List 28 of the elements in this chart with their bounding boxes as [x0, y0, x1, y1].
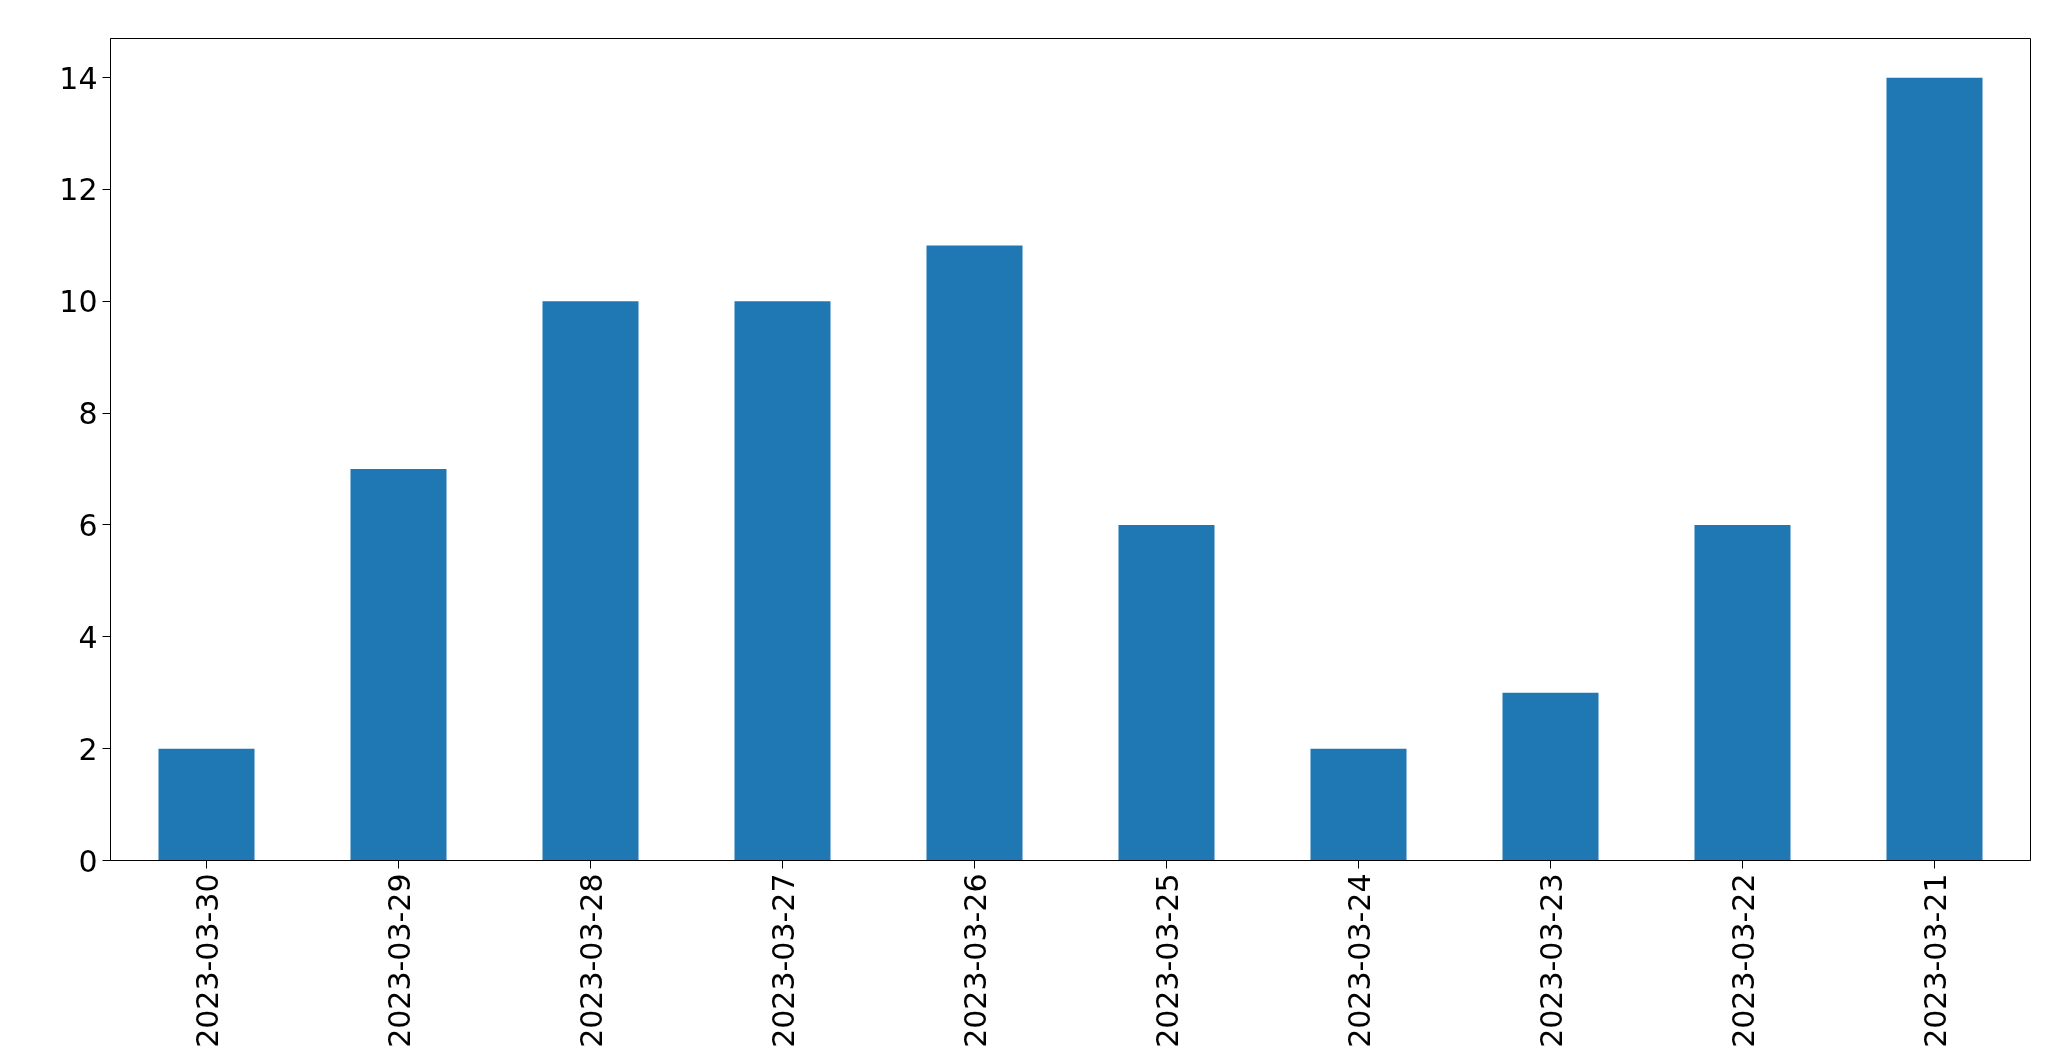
bar	[734, 301, 831, 861]
x-tick-label: 2023-03-26	[957, 873, 993, 1048]
bar	[1694, 524, 1791, 861]
x-tick-label: 2023-03-27	[765, 873, 801, 1048]
x-tick-label: 2023-03-25	[1149, 873, 1185, 1048]
bar	[1886, 77, 1983, 861]
y-tick-label: 10	[59, 284, 98, 320]
bar	[158, 748, 255, 861]
x-tick-label: 2023-03-21	[1917, 873, 1953, 1048]
x-tick-label: 2023-03-24	[1341, 873, 1377, 1048]
y-tick-label: 2	[78, 731, 98, 767]
y-tick-label: 4	[78, 619, 98, 655]
x-tick-label: 2023-03-29	[381, 873, 417, 1048]
x-tick-label: 2023-03-28	[573, 873, 609, 1048]
x-tick-label: 2023-03-22	[1725, 873, 1761, 1048]
bar	[350, 469, 447, 861]
y-tick-label: 0	[78, 843, 98, 879]
bar	[1502, 692, 1599, 861]
y-tick-label: 12	[59, 172, 98, 208]
y-tick-label: 6	[78, 507, 98, 543]
bar	[926, 245, 1023, 861]
x-tick-label: 2023-03-23	[1533, 873, 1569, 1048]
y-tick-label: 8	[78, 396, 98, 432]
bar	[1310, 748, 1407, 861]
bar	[542, 301, 639, 861]
y-tick-label: 14	[59, 60, 98, 96]
x-tick-label: 2023-03-30	[189, 873, 225, 1048]
bar	[1118, 524, 1215, 861]
